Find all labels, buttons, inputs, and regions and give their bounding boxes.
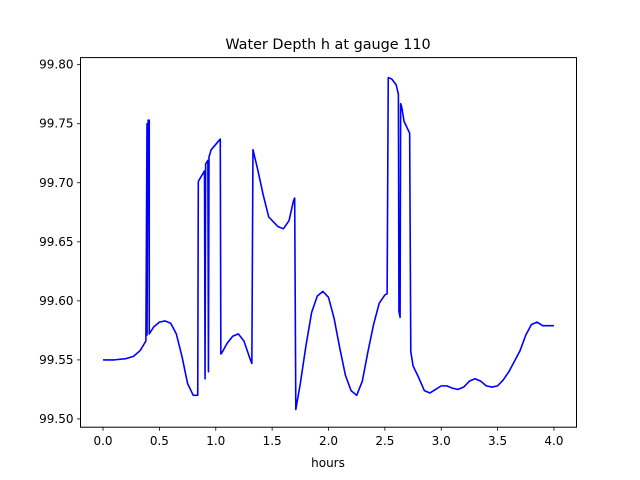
x-tick-label: 3.0 bbox=[432, 434, 451, 448]
x-tick-label: 2.0 bbox=[319, 434, 338, 448]
x-tick-label: 0.5 bbox=[150, 434, 169, 448]
x-tick-label: 3.5 bbox=[488, 434, 507, 448]
x-tick-label: 1.5 bbox=[263, 434, 282, 448]
y-tick-label: 99.60 bbox=[39, 294, 73, 308]
y-tick-label: 99.75 bbox=[39, 117, 73, 131]
x-axis: 0.0 0.5 1.0 1.5 2.0 2.5 3.0 3.5 4.0 bbox=[93, 427, 564, 448]
x-tick-label: 2.5 bbox=[375, 434, 394, 448]
chart-title: Water Depth h at gauge 110 bbox=[225, 37, 430, 53]
x-tick-label: 1.0 bbox=[206, 434, 225, 448]
x-tick-label: 4.0 bbox=[544, 434, 563, 448]
y-tick-label: 99.55 bbox=[39, 353, 73, 367]
y-axis: 99.50 99.55 99.60 99.65 99.70 99.75 99.80 bbox=[39, 58, 81, 426]
plot-frame bbox=[80, 57, 577, 428]
y-tick-label: 99.50 bbox=[39, 412, 73, 426]
x-tick-label: 0.0 bbox=[93, 434, 112, 448]
y-tick-label: 99.70 bbox=[39, 176, 73, 190]
x-axis-label: hours bbox=[311, 456, 345, 470]
y-tick-label: 99.65 bbox=[39, 235, 73, 249]
y-tick-label: 99.80 bbox=[39, 58, 73, 72]
plot-area bbox=[103, 76, 554, 411]
series-line-0 bbox=[103, 76, 554, 411]
